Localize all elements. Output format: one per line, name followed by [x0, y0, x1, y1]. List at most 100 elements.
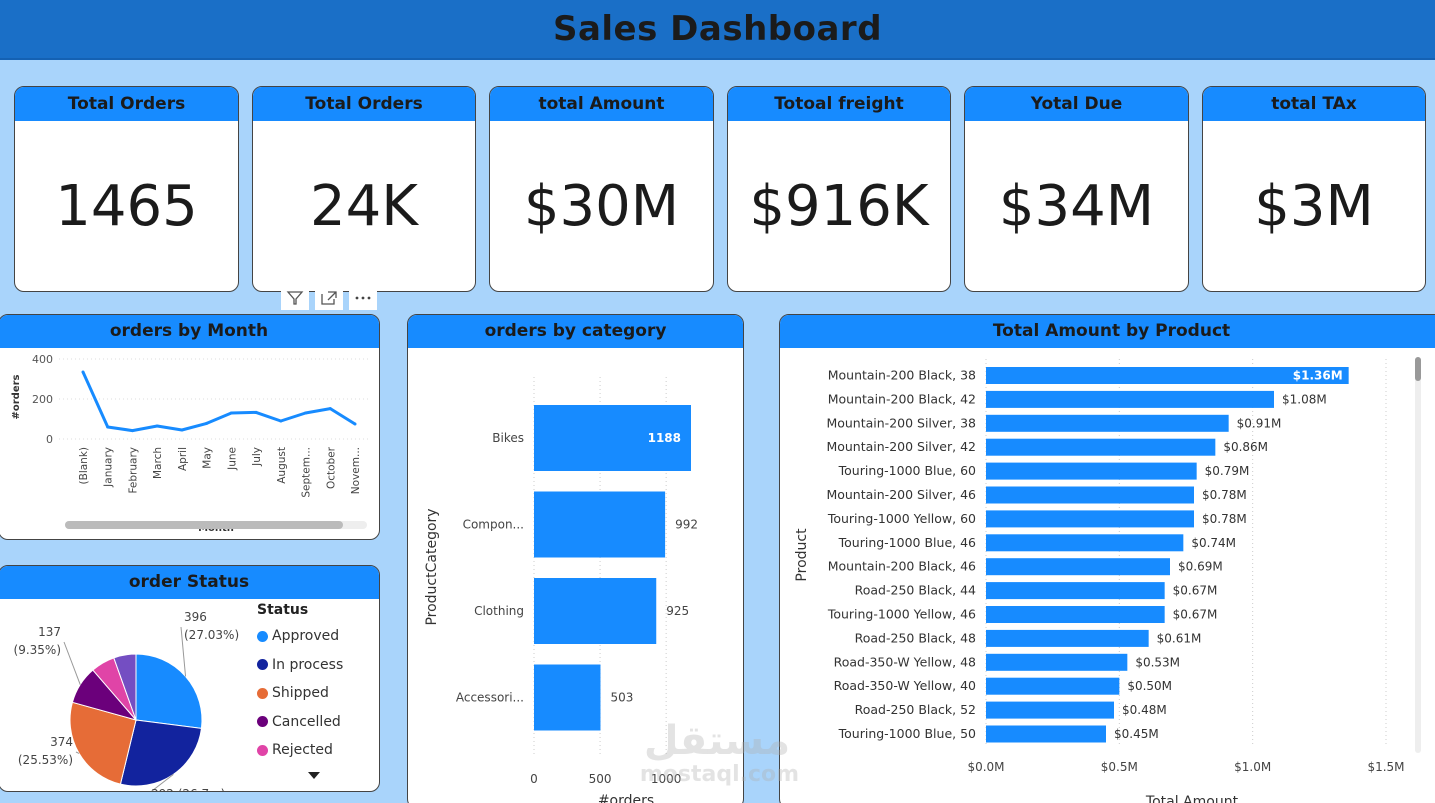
data-label: $0.79M: [1205, 464, 1250, 478]
leader-line: [75, 751, 80, 754]
total-amount-by-product-chart: $0.0M $0.5M $1.0M $1.5M Mountain-200 Black, …: [794, 359, 1405, 803]
data-point: [353, 422, 357, 426]
visual-header-toolbar: [281, 286, 377, 312]
data-label: $0.67M: [1173, 608, 1218, 622]
data-label: 925: [666, 604, 689, 618]
status-legend: Status Approved In process Shipped Cance…: [257, 602, 343, 784]
x-tick-label: July: [251, 447, 263, 467]
kpi-title: Yotal Due: [965, 87, 1188, 121]
kpi-value: $3M: [1254, 174, 1374, 239]
leader-line: [63, 641, 81, 685]
leader-line: [151, 773, 174, 791]
x-axis-label: #orders: [598, 793, 654, 803]
bar: [986, 558, 1170, 576]
y-tick-label: Bikes: [492, 431, 524, 445]
bar: [986, 438, 1216, 456]
kpi-value: 24K: [310, 174, 418, 239]
kpi-card-total-freight[interactable]: Totoal freight $916K: [727, 86, 951, 292]
y-tick-label: Compon...: [463, 518, 524, 532]
bar: [986, 367, 1349, 384]
watermark: مستقل mostaql.com: [632, 708, 807, 788]
data-label: $0.69M: [1178, 560, 1223, 574]
order-status-pie-chart: 396 (27.03%) 392 (26.7...) 374 (25.53%) 137 (9…: [14, 610, 239, 791]
data-label: 374: [50, 735, 73, 749]
x-tick-label: March: [152, 447, 164, 479]
x-tick-label: Septem...: [301, 447, 313, 498]
x-tick-label: April: [177, 447, 189, 471]
svg-text:مستقل: مستقل: [644, 718, 790, 764]
focus-mode-button[interactable]: [315, 286, 343, 310]
data-label: $0.61M: [1157, 631, 1202, 645]
x-tick-label: 500: [589, 772, 612, 786]
data-label: 137: [38, 625, 61, 639]
legend-label: Shipped: [272, 685, 329, 702]
bar: [986, 725, 1106, 743]
orders-by-month-card[interactable]: orders by Month 0 200 400 #orders (Blank) Jan…: [0, 314, 380, 540]
filter-button[interactable]: [281, 286, 309, 310]
legend-item-cancelled[interactable]: Cancelled: [257, 708, 343, 737]
data-label: $0.86M: [1223, 440, 1268, 454]
data-point: [205, 421, 209, 425]
data-label: $0.50M: [1127, 679, 1172, 693]
legend-label: In process: [272, 656, 344, 673]
y-tick-label: Road-250 Black, 48: [855, 630, 976, 645]
legend-item-in-process[interactable]: In process: [257, 651, 343, 680]
legend-item-shipped[interactable]: Shipped: [257, 679, 343, 708]
orders-by-month-chart: 0 200 400 #orders (Blank) January February Marc…: [11, 353, 369, 534]
legend-label: Rejected: [272, 742, 333, 759]
chart-title: orders by Month: [0, 315, 379, 348]
page-title: Sales Dashboard: [552, 9, 883, 49]
pie-slice: [119, 719, 203, 787]
kpi-card-total-tax[interactable]: total TAx $3M: [1202, 86, 1426, 292]
legend-label: Approved: [272, 628, 340, 645]
y-tick-label: Touring-1000 Yellow, 46: [827, 607, 976, 622]
bar: [986, 510, 1194, 528]
more-options-icon: [355, 296, 371, 300]
legend-scroll-down-icon[interactable]: [307, 770, 321, 780]
data-point: [155, 424, 159, 428]
data-point: [130, 429, 134, 433]
scrollbar-thumb[interactable]: [1415, 357, 1421, 381]
focus-mode-icon: [321, 291, 337, 305]
kpi-card-total-due[interactable]: Yotal Due $34M: [964, 86, 1189, 292]
x-axis-label: Total Amount: [1145, 794, 1239, 803]
x-tick-label: 0: [530, 772, 538, 786]
data-label: $0.78M: [1202, 512, 1247, 526]
bar: [534, 578, 657, 644]
kpi-card-total-quantity[interactable]: Total Orders 24K: [252, 86, 476, 292]
kpi-value: 1465: [55, 174, 198, 239]
x-tick-label: Novem...: [350, 447, 362, 494]
legend-label: Cancelled: [272, 713, 341, 730]
x-tick-label: $1.5M: [1367, 760, 1404, 774]
bar: [986, 629, 1149, 647]
y-tick-label: Mountain-200 Silver, 38: [826, 415, 976, 430]
pie-slice: [135, 653, 203, 729]
total-amount-by-product-card[interactable]: Total Amount by Product $0.0M $0.5M $1.0M $…: [779, 314, 1435, 803]
kpi-card-total-orders[interactable]: Total Orders 1465: [14, 86, 239, 292]
y-tick-label: Touring-1000 Yellow, 60: [827, 511, 976, 526]
kpi-title: Totoal freight: [728, 87, 950, 121]
legend-item-approved[interactable]: Approved: [257, 622, 343, 651]
data-label: (25.53%): [18, 753, 73, 767]
watermark-logo: مستقل: [644, 718, 790, 764]
y-tick-label: Road-350-W Yellow, 48: [834, 654, 976, 669]
series-line: [81, 371, 356, 433]
x-tick-label: 1000: [651, 772, 682, 786]
legend-item-rejected[interactable]: Rejected: [257, 736, 343, 765]
data-point: [106, 425, 110, 429]
x-tick-label: June: [226, 447, 238, 471]
bar: [986, 390, 1274, 408]
kpi-title: total TAx: [1203, 87, 1425, 121]
data-label: $1.08M: [1282, 392, 1327, 406]
kpi-card-total-amount[interactable]: total Amount $30M: [489, 86, 714, 292]
more-options-button[interactable]: [349, 286, 377, 310]
orders-by-category-card[interactable]: orders by category 0 500 1000 Bikes 1188 Comp…: [407, 314, 744, 803]
vertical-scrollbar[interactable]: [1415, 357, 1421, 753]
pie-slice: [113, 653, 137, 721]
kpi-value: $34M: [998, 174, 1155, 239]
y-tick-label: Touring-1000 Blue, 60: [838, 463, 976, 478]
data-label: 396: [184, 610, 207, 624]
data-point: [180, 428, 184, 432]
order-status-card[interactable]: order Status 396 (27.03%) 392 (26.7...) 374…: [0, 565, 380, 792]
bar: [986, 653, 1128, 671]
